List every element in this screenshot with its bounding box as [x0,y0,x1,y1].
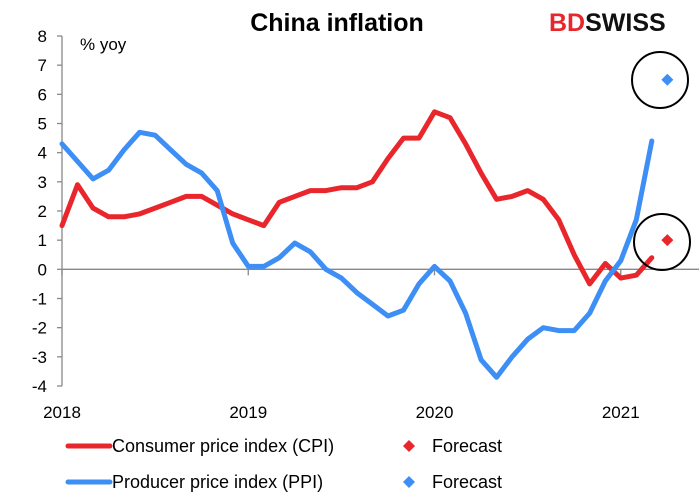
forecast-markers [661,73,674,247]
legend-label: Forecast [432,436,502,456]
y-tick-label: 1 [38,231,47,250]
x-tick-label: 2021 [602,403,640,422]
chart-title: China inflation [250,9,424,37]
y-tick-label: 5 [38,115,47,134]
y-tick-label: -1 [32,290,47,309]
y-tick-label: 7 [38,56,47,75]
series-line-cpi [59,109,655,287]
x-tick-label: 2018 [43,403,81,422]
x-tick-label: 2019 [229,403,267,422]
x-tick-label: 2020 [416,403,454,422]
y-tick-label: -3 [32,348,47,367]
brand-logo: BDSWISS [549,9,666,37]
x-tick-labels: 2018 2019 2020 2021 [43,403,640,422]
svg-text:BDSWISS: BDSWISS [549,9,666,37]
y-tick-label: 2 [38,202,47,221]
logo-prefix: BD [549,9,585,37]
y-tick-label: -2 [32,319,47,338]
y-tick-label: -4 [32,377,47,396]
y-tick-labels: -4 -3 -2 -1 0 1 2 3 4 5 6 7 8 [32,27,47,396]
logo-suffix: SWISS [585,9,666,37]
legend-label: Producer price index (PPI) [112,472,323,492]
legend-swatch-marker [403,440,415,452]
series-line-ppi [59,129,655,380]
forecast-highlight-circle-cpi [633,213,691,271]
legend-swatch-marker [403,476,415,488]
forecast-marker-cpi [661,234,674,247]
y-axis-unit-label: % yoy [80,35,127,54]
y-tick-label: 6 [38,85,47,104]
legend-label: Forecast [432,472,502,492]
forecast-highlight-circle-ppi [631,51,689,109]
y-tick-label: 4 [38,144,47,163]
legend: Consumer price index (CPI) Forecast Produc… [65,436,502,492]
series-lines [59,109,655,380]
axes [57,35,699,387]
legend-label: Consumer price index (CPI) [112,436,334,456]
forecast-marker-ppi [661,73,674,86]
y-tick-label: 3 [38,173,47,192]
y-tick-label: 8 [38,27,47,46]
y-tick-label: 0 [38,260,47,279]
